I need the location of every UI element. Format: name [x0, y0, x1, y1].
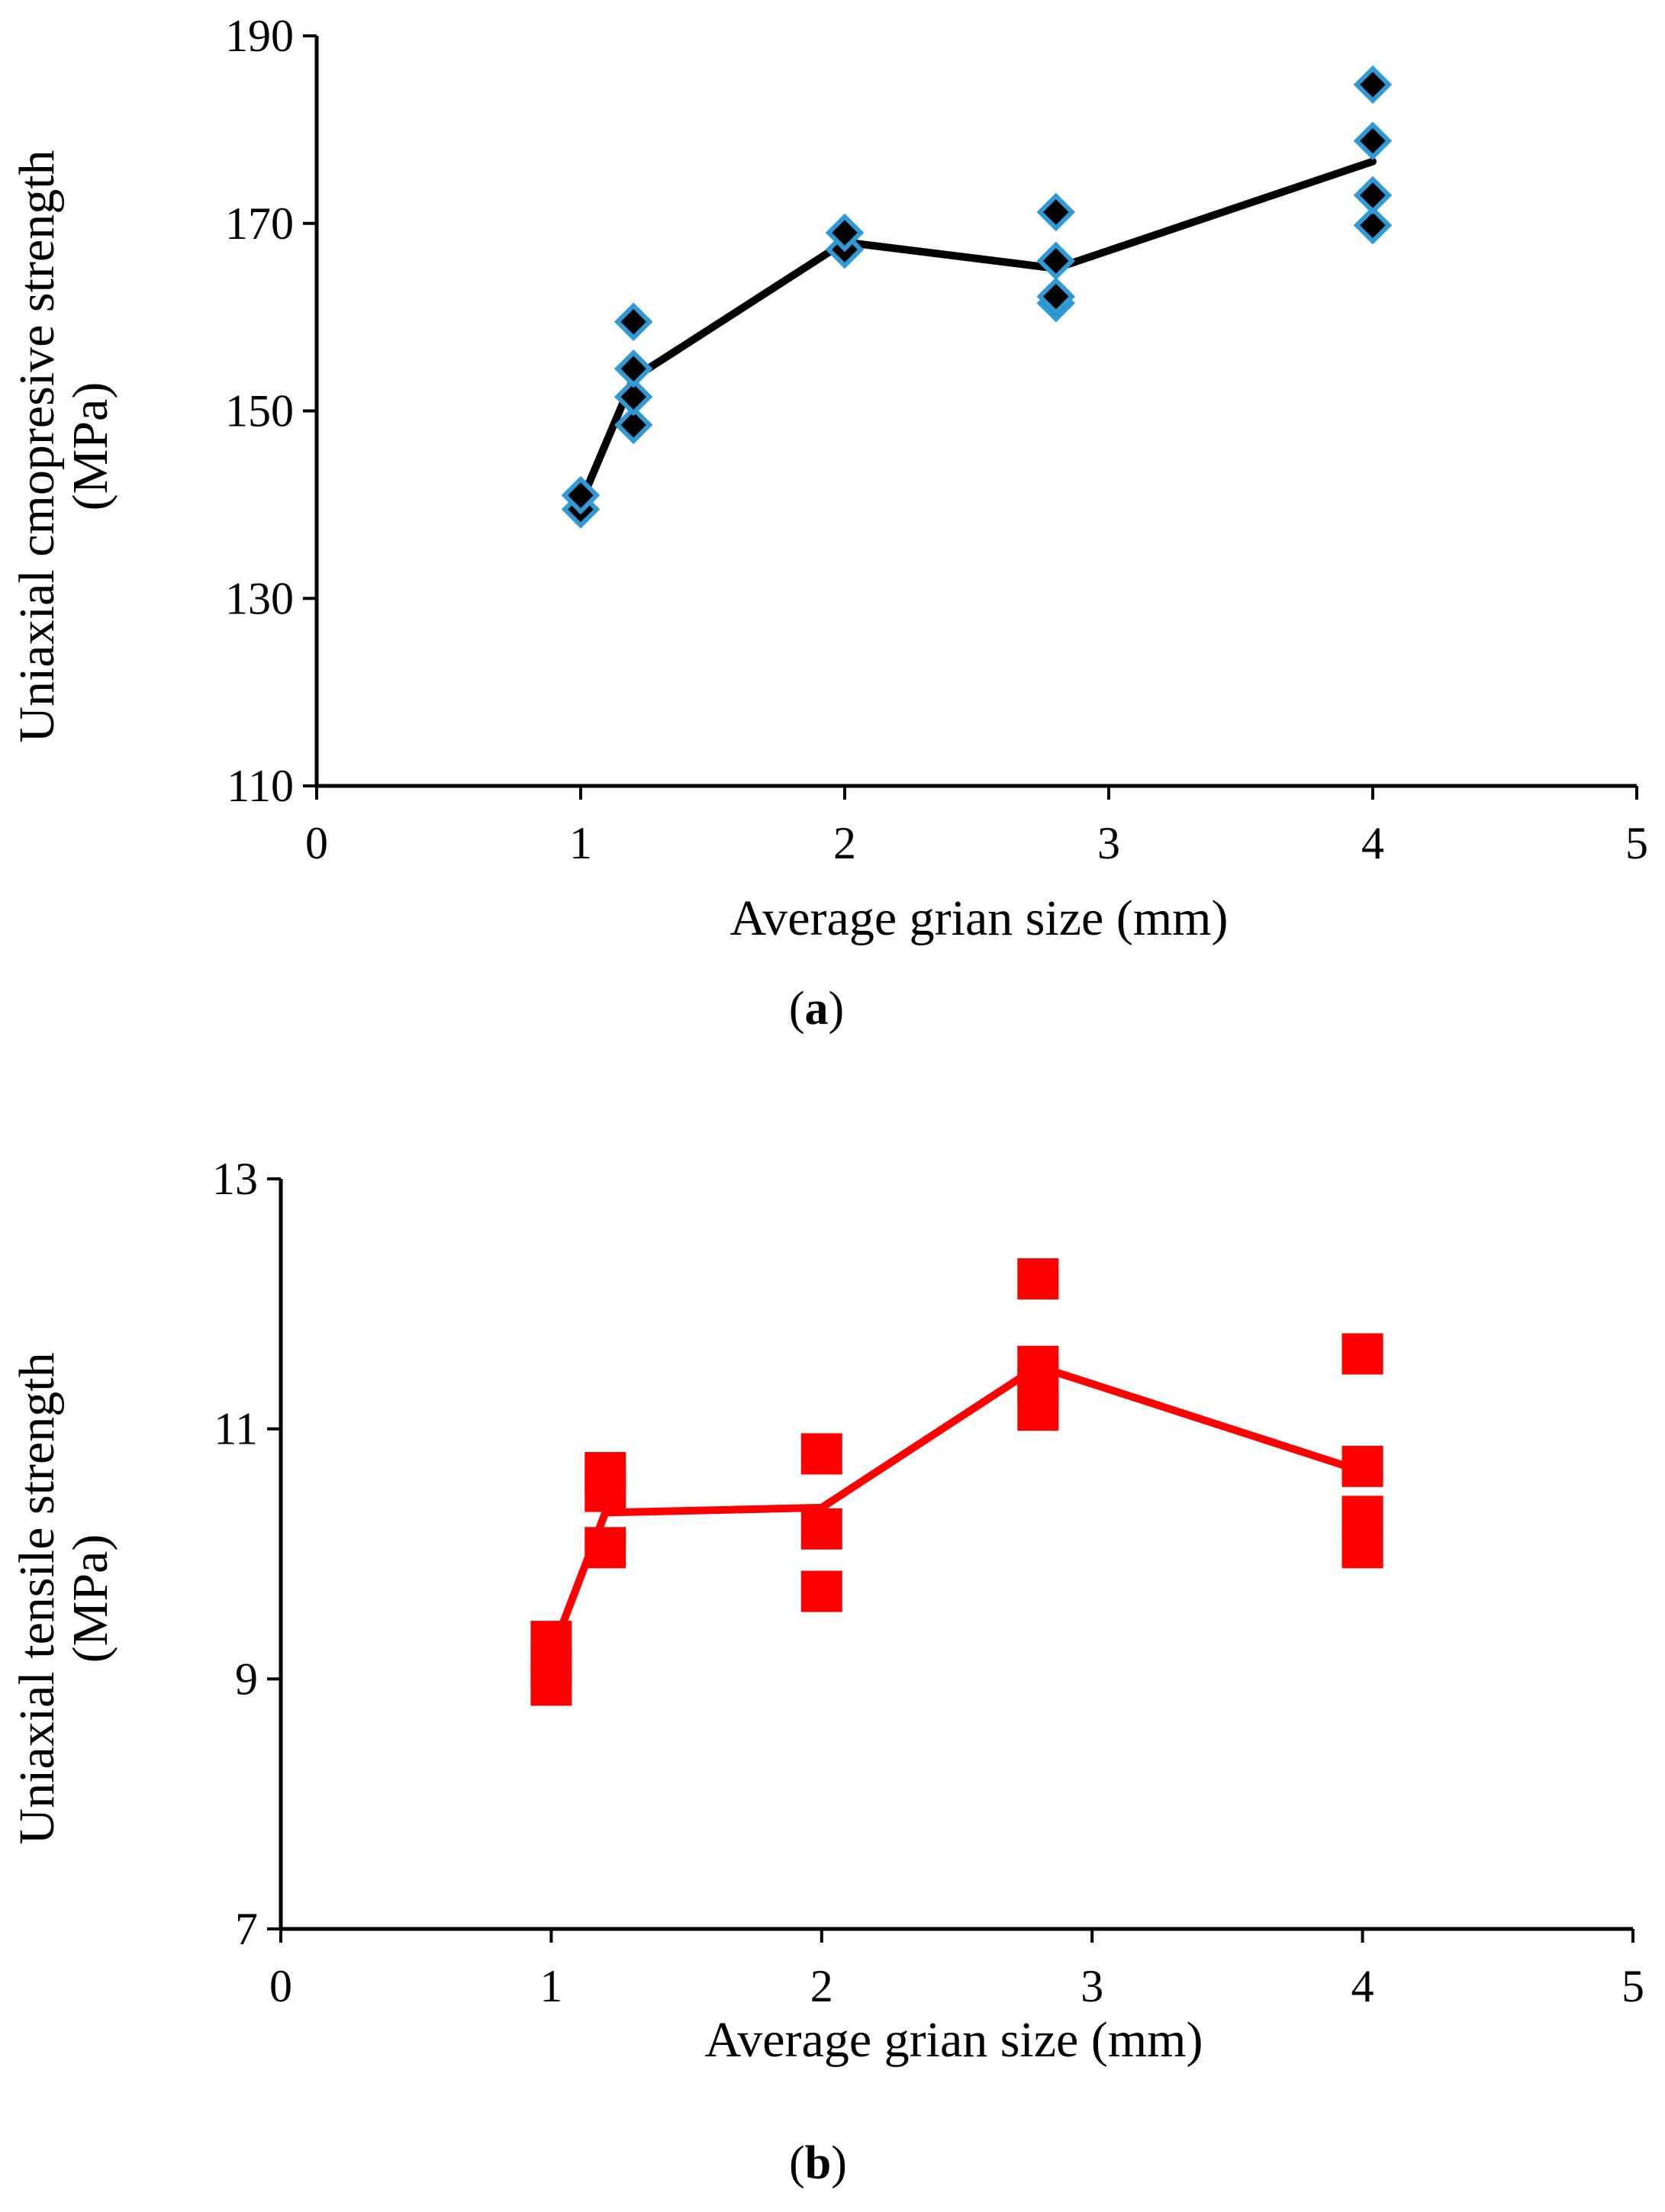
- panel-a-data-point: [614, 302, 653, 342]
- panel-a-y-tick-label: 190: [225, 11, 294, 61]
- panel-b-x-tick-label: 5: [1622, 1961, 1644, 2011]
- panel-b-x-axis-title: Average grian size (mm): [705, 2012, 1203, 2068]
- panel-a-data-point: [1036, 241, 1076, 281]
- panel-b-y-axis-title-line-2: (MPa): [63, 1534, 118, 1663]
- panel-a-data-point: [614, 405, 653, 445]
- panel-a-data-point: [1353, 205, 1393, 245]
- panel-b-y-tick-label: 7: [235, 1904, 258, 1954]
- panel-a-y-axis-title-line-2: (MPa): [63, 382, 118, 511]
- panel-b-x-tick-label: 4: [1351, 1961, 1374, 2011]
- panel-b-caption: (b): [789, 2137, 847, 2189]
- panel-b-uniaxial-tensile-strength: Uniaxial tensile strength (MPa) Average …: [9, 1154, 1644, 2189]
- panel-b-data-point: [1341, 1333, 1383, 1375]
- panel-a-data-point: [1353, 121, 1393, 160]
- panel-b-y-tick-label: 9: [235, 1653, 258, 1704]
- panel-a-data-point: [1353, 65, 1393, 105]
- panel-a-y-tick-label: 150: [225, 386, 294, 436]
- panel-b-x-tick-label: 3: [1080, 1961, 1103, 2011]
- panel-a-y-axis-title-line-1: Uniaxial cmopresive strength: [9, 150, 65, 742]
- panel-b-data-point: [1017, 1258, 1059, 1300]
- panel-b-data-point: [800, 1433, 842, 1475]
- panel-a-x-tick-label: 3: [1097, 818, 1120, 868]
- panel-a-uniaxial-compressive-strength: Uniaxial cmopresive strength (MPa) Avera…: [9, 11, 1648, 1035]
- panel-a-x-tick-label: 4: [1361, 818, 1384, 868]
- panel-b-x-tick-label: 0: [269, 1961, 292, 2011]
- panel-a-data-point: [614, 349, 653, 388]
- panel-b-data-point: [800, 1508, 842, 1550]
- panel-b-y-tick-label: 13: [212, 1154, 258, 1204]
- panel-b-y-axis-title-line-1: Uniaxial tensile strength: [9, 1352, 65, 1844]
- panel-b-x-tick-label: 1: [539, 1961, 562, 2011]
- panel-a-x-tick-label: 0: [305, 818, 328, 868]
- panel-b-data-point: [585, 1527, 626, 1569]
- panel-b-data-point: [530, 1621, 572, 1663]
- panel-b-data-point: [1341, 1445, 1383, 1487]
- panel-a-data-point: [1036, 192, 1076, 232]
- panel-b-data-point: [1341, 1496, 1383, 1537]
- panel-b-y-tick-label: 11: [214, 1404, 258, 1454]
- panel-a-y-tick-label: 110: [227, 761, 294, 811]
- panel-a-x-tick-label: 2: [833, 818, 856, 868]
- panel-a-data-point: [1036, 277, 1076, 316]
- panel-a-data-point: [561, 475, 601, 515]
- panel-a-data-point: [1353, 175, 1393, 215]
- panel-a-x-axis-title: Average grian size (mm): [730, 890, 1229, 946]
- panel-a-data-point: [825, 213, 865, 253]
- panel-a-y-tick-label: 170: [225, 198, 294, 249]
- panel-a-x-tick-label: 1: [569, 818, 592, 868]
- panel-a-data-point: [614, 377, 653, 417]
- panel-b-data-point: [585, 1452, 626, 1494]
- panel-a-y-tick-label: 130: [225, 573, 294, 623]
- panel-a-caption: (a): [789, 983, 844, 1035]
- panel-b-data-point: [1017, 1345, 1059, 1387]
- panel-a-x-tick-label: 5: [1625, 818, 1648, 868]
- panel-b-x-tick-label: 2: [810, 1961, 833, 2011]
- panel-b-data-point: [800, 1570, 842, 1612]
